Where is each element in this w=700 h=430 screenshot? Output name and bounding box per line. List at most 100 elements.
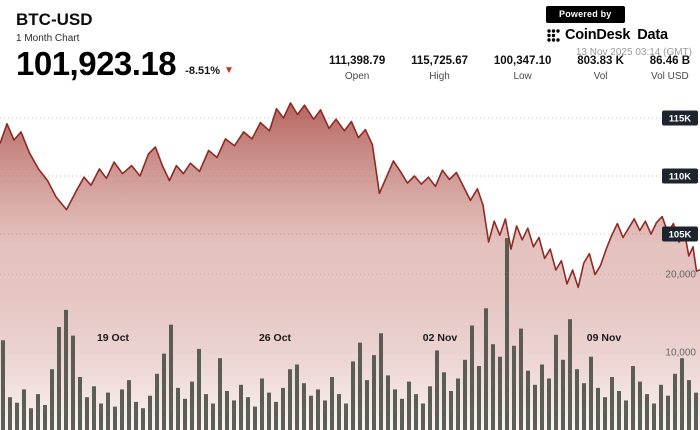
volume-bar <box>435 350 439 430</box>
volume-bar <box>498 356 502 430</box>
volume-bar <box>253 406 257 430</box>
volume-bar <box>449 391 453 430</box>
down-arrow-icon: ▼ <box>224 64 234 76</box>
volume-bar <box>631 366 635 430</box>
symbol-title: BTC-USD <box>16 10 93 29</box>
price-change-percent: -8.51% <box>185 64 221 77</box>
volume-bar <box>379 333 383 430</box>
x-axis-tick-label: 26 Oct <box>259 332 292 344</box>
volume-bar <box>106 392 110 430</box>
volume-bar <box>526 370 530 430</box>
volume-bar <box>1 340 5 430</box>
volume-bar <box>183 398 187 430</box>
volume-bar <box>610 377 614 430</box>
volume-bar <box>491 344 495 430</box>
volume-bar <box>386 375 390 430</box>
volume-bar <box>29 408 33 430</box>
volume-bar <box>589 356 593 430</box>
volume-bar <box>141 408 145 430</box>
volume-bar <box>309 395 313 430</box>
volume-bar <box>232 400 236 430</box>
x-axis-tick-label: 09 Nov <box>587 332 622 344</box>
volume-bar <box>113 406 117 430</box>
volume-bar <box>533 384 537 430</box>
price-change: -8.51% ▼ <box>185 65 234 77</box>
volume-bar <box>512 345 516 430</box>
x-axis-tick-label: 02 Nov <box>423 332 458 344</box>
price-row: 101,923.18 -8.51% ▼ <box>16 46 234 82</box>
volume-bar <box>323 400 327 430</box>
volume-bar <box>547 378 551 430</box>
volume-bar <box>204 394 208 430</box>
stat-low: 100,347.10 Low <box>494 55 552 82</box>
volume-bar <box>134 401 138 430</box>
volume-bar <box>78 377 82 430</box>
brand-name-part1: CoinDesk <box>565 27 631 43</box>
volume-bar <box>50 369 54 430</box>
volume-bars <box>1 238 698 430</box>
price-tick-badge <box>662 110 698 126</box>
volume-bar <box>288 369 292 430</box>
volume-bar <box>477 366 481 430</box>
volume-bar <box>295 364 299 430</box>
price-line <box>0 102 700 289</box>
volume-bar <box>561 359 565 430</box>
x-axis-tick-label: 19 Oct <box>97 332 130 344</box>
volume-bar <box>274 401 278 430</box>
volume-bar <box>505 238 509 430</box>
volume-bar <box>673 373 677 430</box>
volume-bar <box>337 394 341 430</box>
stat-vol-value: 803.83 K <box>577 55 624 67</box>
price-tick-label: 105K <box>669 230 692 241</box>
volume-bar <box>344 403 348 430</box>
price-tick-label: 110K <box>669 172 691 183</box>
stat-high-label: High <box>429 71 450 82</box>
coindesk-data-logo[interactable]: CoinDesk Data <box>546 27 692 43</box>
volume-bar <box>442 372 446 430</box>
volume-bar <box>365 380 369 430</box>
volume-bar <box>316 389 320 430</box>
brand-box: Powered by CoinDesk Data 13 Nov 2025 03:1… <box>546 4 692 58</box>
volume-bar <box>484 308 488 430</box>
coindesk-logo-icon <box>547 28 560 42</box>
volume-bar <box>85 397 89 430</box>
volume-bar <box>456 378 460 430</box>
stats-row: 111,398.79 Open 115,725.67 High 100,347.… <box>329 55 690 82</box>
volume-bar <box>36 394 40 430</box>
volume-bar <box>617 391 621 430</box>
volume-bar <box>267 392 271 430</box>
volume-bar <box>43 405 47 430</box>
powered-by-badge[interactable]: Powered by <box>546 6 625 23</box>
volume-bar <box>92 386 96 430</box>
volume-bar <box>99 403 103 430</box>
chart-period-label: 1 Month Chart <box>16 33 80 44</box>
volume-bar <box>575 369 579 430</box>
volume-bar <box>8 397 12 430</box>
volume-bar <box>652 403 656 430</box>
volume-bar <box>596 387 600 430</box>
price-tick-badge <box>662 168 698 184</box>
volume-bar <box>666 395 670 430</box>
volume-bar <box>582 383 586 430</box>
volume-bar <box>407 381 411 430</box>
volume-bar <box>176 387 180 430</box>
volume-bar <box>120 389 124 430</box>
volume-bar <box>400 398 404 430</box>
stat-open-value: 111,398.79 <box>329 55 386 67</box>
volume-bar <box>603 397 607 430</box>
volume-bar <box>568 319 572 430</box>
volume-bar <box>211 403 215 430</box>
volume-bar <box>22 389 26 430</box>
stat-vol-label: Vol <box>593 71 608 82</box>
volume-bar <box>169 324 173 430</box>
volume-bar <box>64 309 68 430</box>
volume-bar <box>680 358 684 430</box>
volume-bar <box>281 387 285 430</box>
volume-bar <box>428 386 432 430</box>
volume-bar <box>414 394 418 430</box>
volume-bar <box>155 373 159 430</box>
header: BTC-USD 1 Month Chart 101,923.18 -8.51% … <box>16 10 234 82</box>
volume-bar <box>302 383 306 430</box>
stat-vol-usd-label: Vol USD <box>650 71 689 82</box>
